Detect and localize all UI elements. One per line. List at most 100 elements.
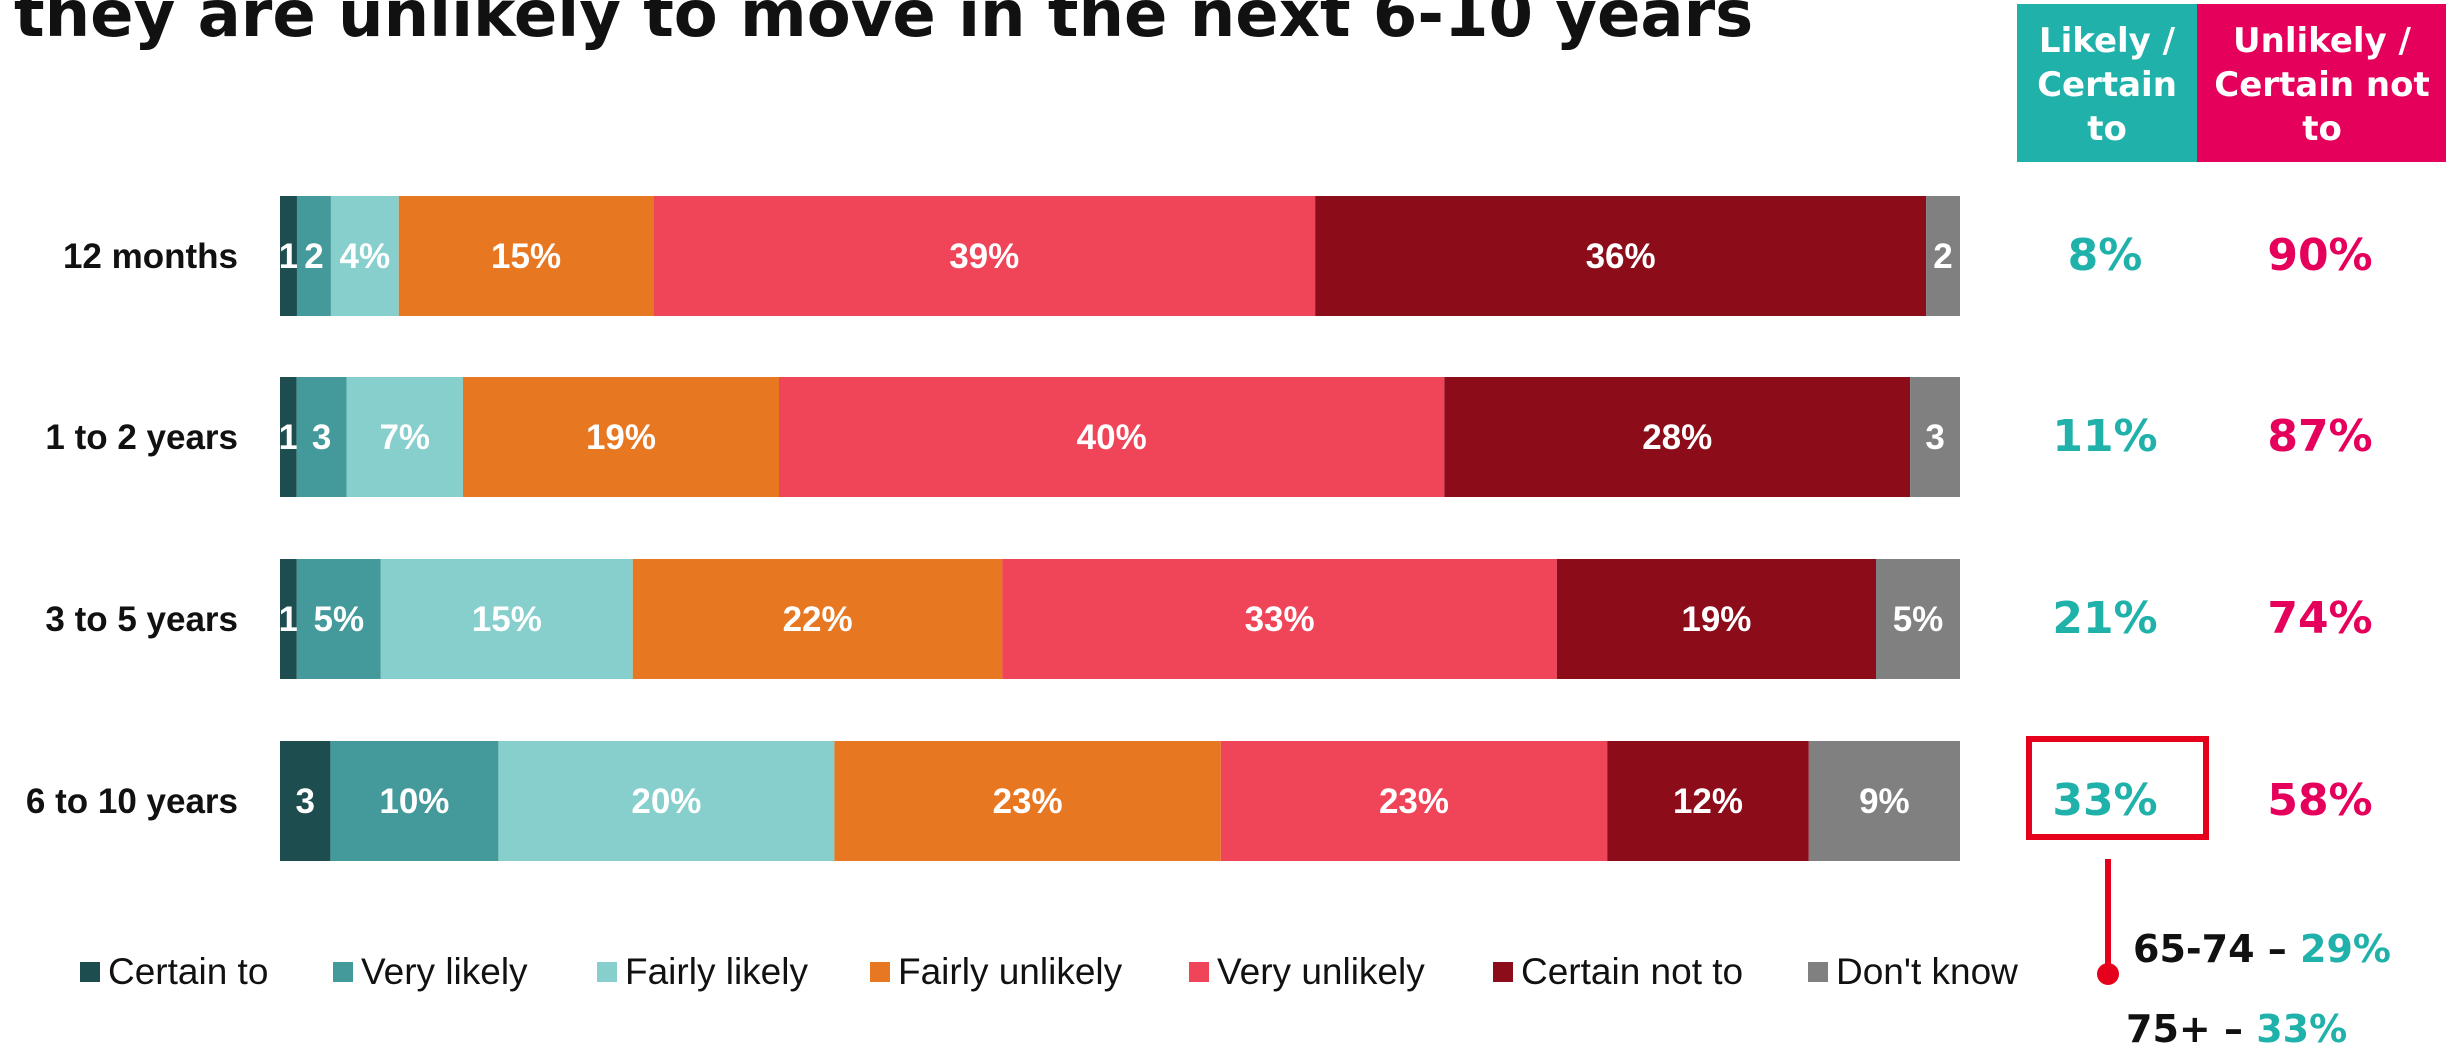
bar-segment-very-likely [296, 377, 347, 497]
legend-swatch [1189, 962, 1209, 982]
bar-segment-very-unlikely [1002, 559, 1557, 679]
legend-item-certain-not-to: Certain not to [1493, 951, 1743, 992]
segment-label: 5% [1893, 600, 1944, 639]
segment-label: 28% [1642, 418, 1712, 457]
likely-value: 11% [2052, 411, 2157, 462]
bar-segment-fairly-unlikely [834, 741, 1221, 861]
bar-segment-certain-not-to [1444, 377, 1911, 497]
summary-values: 8% 90% 11% 87% 21% 74% 33% 58% [2026, 230, 2373, 840]
bar-segment-very-likely [330, 741, 499, 861]
bar-row-6-to-10-years: 6 to 10 years 3 10% 20% 23% 23% 12% 9% [26, 741, 1960, 861]
highlight-box [2026, 736, 2209, 840]
bar-segment-certain-to [280, 377, 297, 497]
segment-label: 19% [586, 418, 656, 457]
bar-segment-very-likely [296, 196, 331, 316]
segment-label: 3 [1925, 418, 1944, 457]
legend-swatch [333, 962, 353, 982]
legend-item-fairly-likely: Fairly likely [597, 951, 808, 992]
bar-segment-don-t-know [1926, 196, 1960, 316]
legend-label: Certain not to [1521, 951, 1743, 992]
segment-label: 39% [949, 237, 1019, 276]
likely-header: Likely / Certain to [2037, 21, 2177, 149]
unlikely-value: 74% [2267, 593, 2372, 644]
bar-segment-very-unlikely [1220, 741, 1608, 861]
age-group-value: 33% [2256, 1007, 2347, 1051]
category-label: 12 months [63, 237, 238, 276]
segment-label: 4% [340, 237, 391, 276]
segment-label: 23% [993, 782, 1063, 821]
bar-segment-fairly-likely [330, 196, 399, 316]
bar-segment-fairly-unlikely [398, 196, 654, 316]
unlikely-header-background [2197, 4, 2446, 162]
age-group-value: 29% [2300, 927, 2391, 971]
segment-label: 9% [1859, 782, 1910, 821]
legend-label: Fairly unlikely [898, 951, 1123, 992]
legend-label: Fairly likely [625, 951, 808, 992]
segment-label: 36% [1586, 237, 1656, 276]
segment-label: 1 [279, 237, 298, 276]
bar-segment-fairly-unlikely [632, 559, 1003, 679]
bar-segment-very-unlikely [653, 196, 1316, 316]
age-group-label: 65-74 – [2133, 927, 2300, 971]
segment-label: 20% [631, 782, 701, 821]
callout-row: 65-74 – 29% [2133, 927, 2391, 971]
bar-segment-fairly-likely [380, 559, 633, 679]
unlikely-value: 58% [2267, 775, 2372, 826]
bar-segment-fairly-unlikely [462, 377, 780, 497]
bar-segment-very-unlikely [779, 377, 1445, 497]
segment-label: 3 [295, 782, 314, 821]
unlikely-value: 90% [2267, 230, 2372, 281]
segment-label: 12% [1673, 782, 1743, 821]
bar-segment-certain-not-to [1315, 196, 1927, 316]
bar-segment-certain-to [280, 559, 297, 679]
legend-label: Certain to [108, 951, 268, 992]
segment-label: 33% [1245, 600, 1315, 639]
segment-label: 1 [279, 418, 298, 457]
category-label: 6 to 10 years [26, 782, 238, 821]
bar-segment-fairly-likely [498, 741, 835, 861]
legend-swatch [1808, 962, 1828, 982]
bar-row-12-months: 12 months 1 2 4% 15% 39% 36% 2 [63, 196, 1960, 316]
bar-row-1-to-2-years: 1 to 2 years 1 3 7% 19% 40% 28% 3 [45, 377, 1960, 497]
legend: Certain to Very likely Fairly likely Fairly… [80, 951, 2018, 992]
segment-label: 3 [312, 418, 331, 457]
segment-label: 2 [1933, 237, 1952, 276]
bar-segment-certain-not-to [1556, 559, 1876, 679]
segment-label: 15% [472, 600, 542, 639]
bar-segment-certain-to [280, 741, 331, 861]
segment-label: 10% [379, 782, 449, 821]
unlikely-header: Unlikely / Certain not to [2214, 21, 2430, 149]
legend-item-fairly-unlikely: Fairly unlikely [870, 951, 1123, 992]
bar-row-3-to-5-years: 3 to 5 years 1 5% 15% 22% 33% 19% 5% [45, 559, 1960, 679]
segment-label: 22% [783, 600, 853, 639]
segment-label: 5% [314, 600, 365, 639]
likely-header-background [2017, 4, 2197, 162]
bar-segment-don-t-know [1876, 559, 1960, 679]
bar-segment-very-likely [296, 559, 381, 679]
chart-title: they are unlikely to move in the next 6-… [14, 0, 1753, 52]
legend-label: Very likely [361, 951, 528, 992]
category-label: 3 to 5 years [45, 600, 238, 639]
callout-dot [2097, 963, 2119, 985]
legend-item-very-unlikely: Very unlikely [1189, 951, 1425, 992]
legend-item-don-t-know: Don't know [1808, 951, 2018, 992]
legend-swatch [597, 962, 617, 982]
legend-swatch [80, 962, 100, 982]
legend-item-certain-to: Certain to [80, 951, 268, 992]
likely-value: 8% [2068, 230, 2143, 281]
likely-value: 21% [2052, 593, 2157, 644]
segment-label: 19% [1681, 600, 1751, 639]
bar-segment-don-t-know [1808, 741, 1960, 861]
age-callout: 65-74 – 29% 75+ – 33% [2097, 859, 2391, 1051]
unlikely-value: 87% [2267, 411, 2372, 462]
segment-label: 7% [379, 418, 430, 457]
segment-label: 15% [491, 237, 561, 276]
segment-label: 2 [304, 237, 323, 276]
legend-label: Very unlikely [1217, 951, 1425, 992]
category-label: 1 to 2 years [45, 418, 238, 457]
stacked-bars: 12 months 1 2 4% 15% 39% 36% 21 to 2 years 1 3 7% 1… [26, 196, 1960, 861]
summary-headers: Likely / Certain to Unlikely / Certain not t… [2017, 4, 2446, 162]
likely-value: 33% [2052, 775, 2157, 826]
segment-label: 40% [1077, 418, 1147, 457]
age-group-label: 75+ – [2126, 1007, 2256, 1051]
